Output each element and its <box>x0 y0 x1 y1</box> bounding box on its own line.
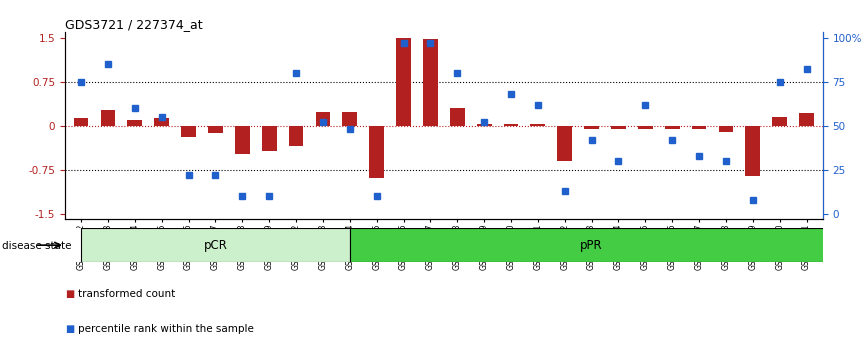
Bar <box>611 126 626 129</box>
Bar <box>772 117 787 126</box>
Bar <box>692 126 707 129</box>
Bar <box>74 118 88 126</box>
Text: pCR: pCR <box>204 239 228 252</box>
Text: GDS3721 / 227374_at: GDS3721 / 227374_at <box>65 18 203 31</box>
Text: disease state: disease state <box>2 241 71 251</box>
Bar <box>181 126 196 137</box>
Bar <box>746 126 760 176</box>
Bar <box>154 118 169 126</box>
Bar <box>235 126 249 154</box>
Text: transformed count: transformed count <box>78 289 175 299</box>
Text: percentile rank within the sample: percentile rank within the sample <box>78 324 254 334</box>
Bar <box>531 124 546 126</box>
Bar <box>100 110 115 126</box>
Bar <box>342 112 357 126</box>
Bar <box>127 120 142 126</box>
Bar <box>262 126 276 152</box>
Bar <box>477 124 492 126</box>
Bar <box>350 228 833 262</box>
Bar <box>449 108 465 126</box>
Bar <box>799 113 814 126</box>
Bar <box>638 126 653 129</box>
Bar <box>396 38 410 126</box>
Bar <box>288 126 303 146</box>
Text: ■: ■ <box>65 324 74 334</box>
Bar <box>81 228 350 262</box>
Bar <box>558 126 572 161</box>
Text: pPR: pPR <box>580 239 603 252</box>
Bar <box>208 126 223 133</box>
Bar <box>665 126 680 129</box>
Bar <box>585 126 599 129</box>
Bar <box>719 126 734 132</box>
Bar <box>369 126 384 178</box>
Bar <box>423 39 438 126</box>
Bar <box>504 124 519 126</box>
Text: ■: ■ <box>65 289 74 299</box>
Bar <box>315 112 330 126</box>
